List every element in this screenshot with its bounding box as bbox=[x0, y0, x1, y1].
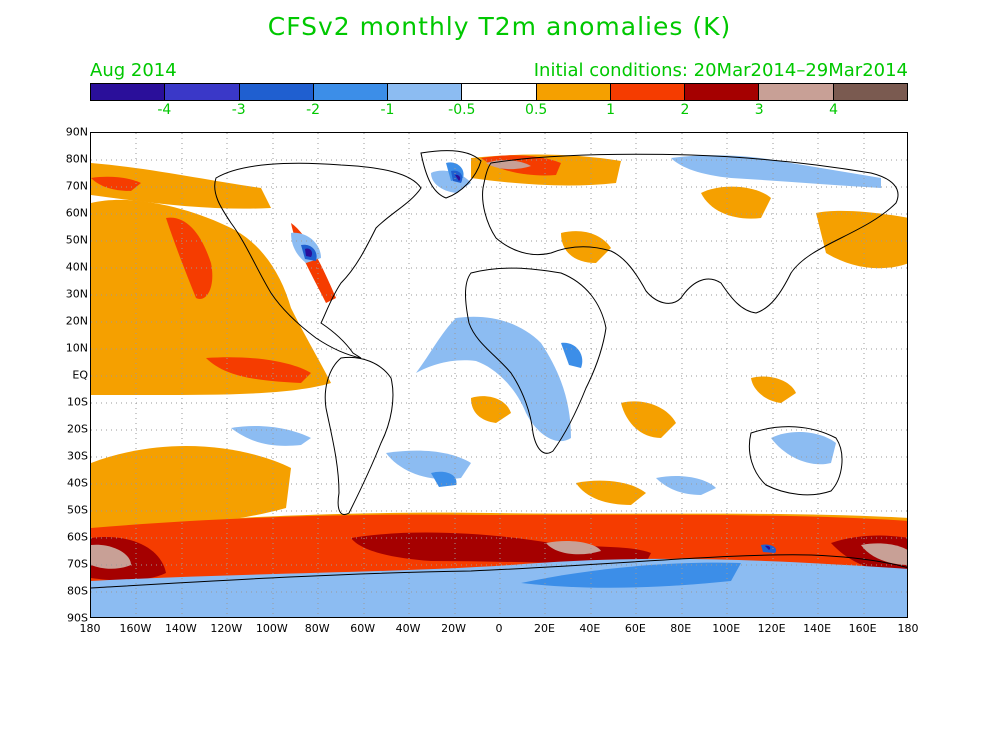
legend-label: 2 bbox=[680, 102, 690, 118]
initial-conditions-label: Initial conditions: 20Mar2014–29Mar2014 bbox=[533, 60, 908, 81]
longitude-label: 60E bbox=[624, 622, 646, 635]
longitude-label: 160W bbox=[119, 622, 152, 635]
legend-swatch-3-4 bbox=[759, 84, 834, 100]
europe-asia-outline bbox=[482, 153, 899, 314]
forecast-month-label: Aug 2014 bbox=[90, 60, 177, 81]
longitude-label: 80W bbox=[304, 622, 330, 635]
longitude-label: 120E bbox=[757, 622, 786, 635]
legend-label: -3 bbox=[231, 102, 246, 118]
legend-swatch-minus3-minus2 bbox=[239, 84, 314, 100]
color-legend-bar bbox=[90, 83, 908, 101]
legend-swatch-2-3 bbox=[685, 84, 760, 100]
extreme-warm-anomaly-areas bbox=[91, 160, 907, 569]
longitude-label: 160E bbox=[848, 622, 877, 635]
longitude-label: 100W bbox=[255, 622, 288, 635]
longitude-label: 40E bbox=[579, 622, 601, 635]
latitude-label: 60N bbox=[65, 206, 88, 220]
australia-outline bbox=[748, 426, 843, 496]
legend-swatch-neutral bbox=[462, 84, 537, 100]
legend-label: -0.5 bbox=[448, 102, 476, 118]
north-america-outline bbox=[214, 162, 422, 359]
latitude-label: 40S bbox=[67, 476, 88, 490]
latitude-label: 20S bbox=[67, 422, 88, 436]
legend-label: 1 bbox=[606, 102, 615, 118]
legend-label: 0.5 bbox=[525, 102, 548, 118]
legend-label: 4 bbox=[829, 102, 839, 118]
latitude-label: 50N bbox=[65, 233, 88, 247]
longitude-label: 140W bbox=[164, 622, 197, 635]
legend-swatch-below-minus4 bbox=[91, 84, 166, 100]
latitude-label: 70S bbox=[67, 557, 88, 571]
extreme-cool-anomaly-areas bbox=[305, 174, 771, 550]
latitude-label: 10S bbox=[67, 395, 88, 409]
latitude-label: 80S bbox=[67, 584, 88, 598]
latitude-label: 60S bbox=[67, 530, 88, 544]
latitude-label: 30N bbox=[65, 287, 88, 301]
legend-swatch-above-4 bbox=[833, 84, 907, 100]
longitude-label: 120W bbox=[210, 622, 243, 635]
south-america-outline bbox=[324, 356, 394, 516]
latitude-label: 40N bbox=[65, 260, 88, 274]
latitude-label: 80N bbox=[65, 152, 88, 166]
legend-swatch-1-2 bbox=[610, 84, 686, 100]
latitude-label: 10N bbox=[65, 341, 88, 355]
legend-label: -4 bbox=[157, 102, 172, 118]
legend-label: 3 bbox=[754, 102, 764, 118]
latitude-label: 90N bbox=[65, 125, 88, 139]
anomaly-map bbox=[90, 132, 908, 618]
anomaly-map-canvas bbox=[91, 133, 907, 617]
latitude-label: 20N bbox=[65, 314, 88, 328]
longitude-label: 180 bbox=[79, 622, 101, 635]
longitude-label: 20W bbox=[441, 622, 466, 635]
africa-outline bbox=[465, 267, 607, 454]
latitude-label: 30S bbox=[67, 449, 88, 463]
antarctica-outline bbox=[91, 554, 907, 589]
longitude-label: 100E bbox=[712, 622, 741, 635]
legend-swatch-05-1 bbox=[536, 84, 611, 100]
longitude-label: 40W bbox=[395, 622, 421, 635]
color-legend-labels: -4 -3 -2 -1 -0.5 0.5 1 2 3 4 bbox=[90, 102, 908, 122]
longitude-label: 60W bbox=[350, 622, 376, 635]
longitude-label: 80E bbox=[670, 622, 692, 635]
latitude-label: 50S bbox=[67, 503, 88, 517]
map-title: CFSv2 monthly T2m anomalies (K) bbox=[267, 12, 732, 41]
longitude-label: 0 bbox=[495, 622, 503, 635]
legend-swatch-minus1-minus05 bbox=[388, 84, 463, 100]
latitude-label: 70N bbox=[65, 179, 88, 193]
latitude-longitude-grid bbox=[91, 133, 907, 617]
latitude-label: EQ bbox=[72, 368, 88, 382]
longitude-label: 140E bbox=[803, 622, 832, 635]
latitude-label: 90S bbox=[67, 611, 88, 625]
coastlines bbox=[91, 150, 907, 589]
longitude-label: 180 bbox=[897, 622, 919, 635]
greenland-outline bbox=[420, 150, 482, 199]
legend-swatch-minus4-minus3 bbox=[165, 84, 240, 100]
legend-label: -1 bbox=[380, 102, 395, 118]
longitude-label: 20E bbox=[533, 622, 555, 635]
legend-swatch-minus2-minus1 bbox=[313, 84, 389, 100]
legend-label: -2 bbox=[306, 102, 321, 118]
